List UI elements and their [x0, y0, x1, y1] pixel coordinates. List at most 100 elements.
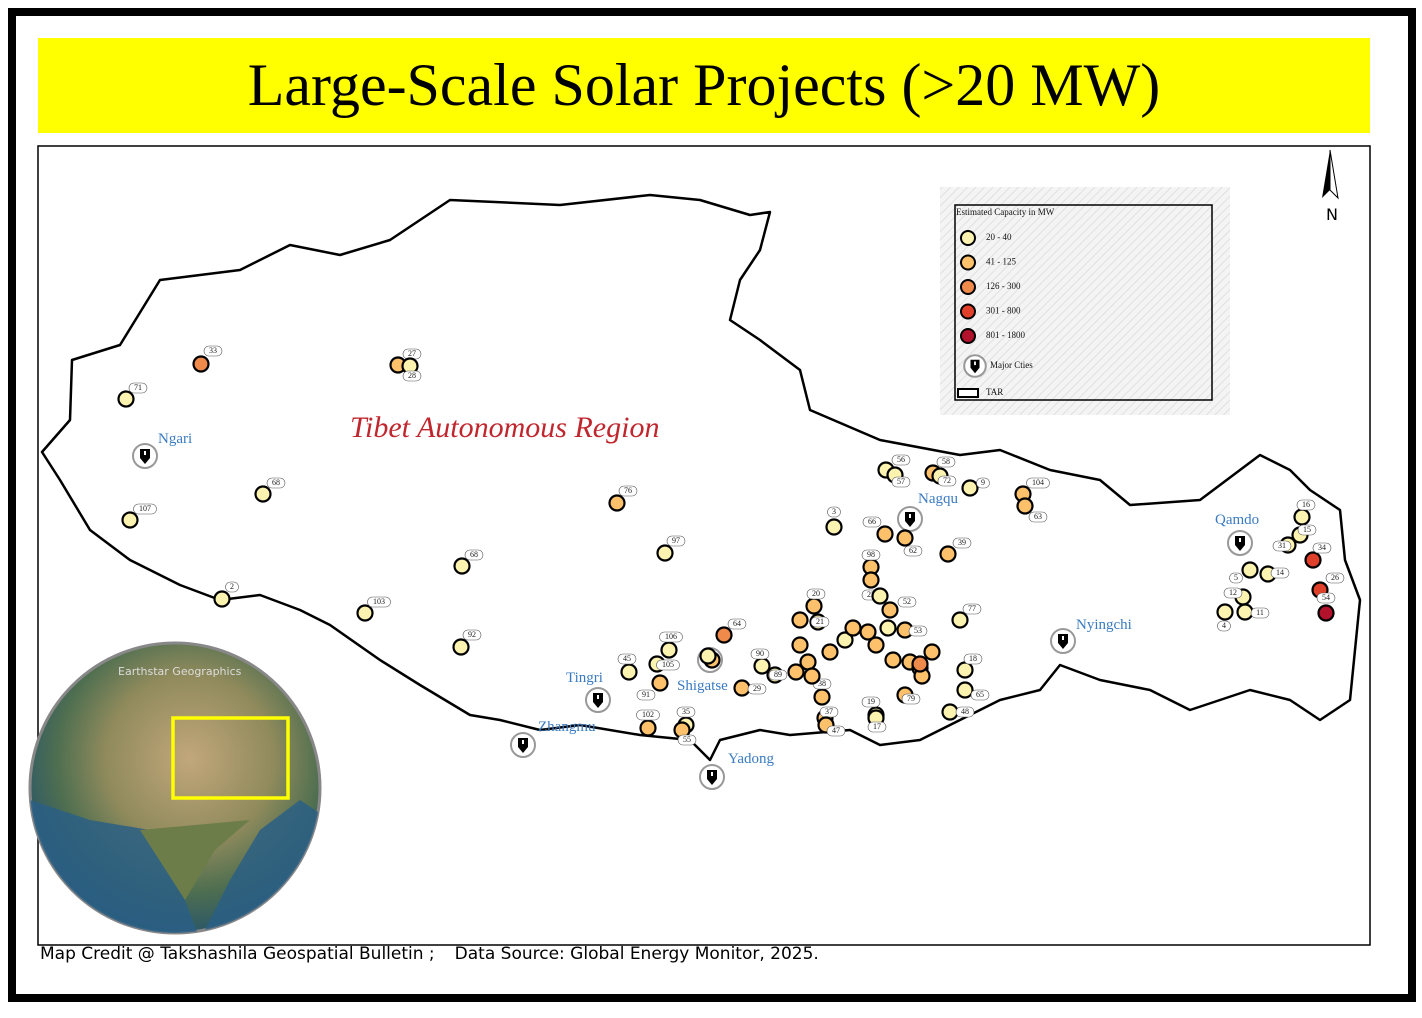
- project-marker: [871, 587, 889, 605]
- project-marker: [791, 636, 809, 654]
- project-label: 35: [682, 707, 690, 716]
- project-label: 104: [1032, 478, 1044, 487]
- project-marker: [356, 604, 374, 622]
- project-label: 68: [470, 550, 478, 559]
- project-marker: [879, 619, 897, 637]
- project-label-box: [976, 477, 990, 489]
- city-marker: [909, 514, 911, 518]
- city-marker: [522, 740, 524, 744]
- project-marker: [911, 655, 929, 673]
- legend-label: 126 - 300: [986, 281, 1021, 291]
- project-marker: [884, 651, 902, 669]
- legend-swatch: [960, 303, 976, 320]
- project-label: 106: [665, 632, 677, 641]
- project-marker: [117, 390, 135, 408]
- project-marker: [715, 626, 733, 644]
- project-label-box: [1270, 567, 1290, 579]
- project-marker: [699, 647, 717, 665]
- project-label-box: [970, 689, 990, 701]
- project-label: 91: [642, 690, 650, 699]
- project-label: 103: [373, 597, 385, 606]
- project-label: 102: [642, 710, 654, 719]
- project-marker: [956, 661, 974, 679]
- project-label: 33: [209, 346, 217, 355]
- project-label-box: [750, 648, 770, 660]
- city-marker: [1239, 538, 1241, 542]
- legend-city-icon: [974, 361, 976, 366]
- project-label: 45: [623, 654, 631, 663]
- project-label: 64: [733, 619, 741, 628]
- project-marker: [254, 485, 272, 503]
- project-label: 18: [969, 654, 977, 663]
- project-label: 52: [903, 597, 911, 606]
- project-marker: [844, 619, 862, 637]
- project-marker: [923, 643, 941, 661]
- project-label-box: [908, 625, 928, 637]
- project-label: 17: [873, 722, 881, 731]
- legend-swatch: [960, 328, 976, 344]
- project-label: 68: [272, 478, 280, 487]
- city-marker: [597, 695, 599, 699]
- project-label-box: [1223, 587, 1243, 599]
- project-label-box: [861, 549, 881, 561]
- project-marker: [805, 597, 823, 615]
- project-marker: [1317, 604, 1335, 622]
- project-label: 27: [408, 349, 416, 358]
- legend-label: 801 - 1800: [986, 330, 1025, 340]
- project-label: 12: [1229, 588, 1237, 597]
- project-marker: [862, 571, 880, 589]
- title: Large-Scale Solar Projects (>20 MW): [38, 38, 1370, 133]
- project-label-box: [666, 535, 686, 547]
- project-label: 3: [832, 507, 836, 516]
- legend-swatch: [960, 279, 976, 295]
- project-marker: [951, 611, 969, 629]
- project-label: 77: [968, 604, 976, 613]
- region-label: Tibet Autonomous Region: [350, 411, 659, 444]
- project-marker: [660, 641, 678, 659]
- city-marker: [711, 772, 713, 776]
- project-marker: [867, 636, 885, 654]
- project-label: 11: [1256, 608, 1264, 617]
- project-marker: [961, 479, 979, 497]
- north-arrow: N: [1322, 149, 1339, 224]
- legend-swatch: [960, 254, 976, 271]
- project-label-box: [1325, 572, 1345, 584]
- project-marker: [813, 688, 831, 706]
- project-label-box: [462, 629, 482, 641]
- project-label-box: [963, 653, 983, 665]
- project-marker: [825, 518, 843, 536]
- project-label: 31: [1278, 541, 1286, 550]
- project-label-box: [266, 477, 286, 489]
- project-label: 19: [867, 697, 875, 706]
- project-label: 48: [961, 707, 969, 716]
- project-label-box: [867, 721, 887, 733]
- project-label-box: [1028, 511, 1048, 523]
- city-marker: [593, 693, 603, 708]
- legend-label: TAR: [986, 387, 1003, 397]
- city-label: Shigatse: [677, 678, 728, 694]
- city-marker: [905, 512, 915, 527]
- legend-label: 41 - 125: [986, 257, 1016, 267]
- city-marker: [144, 451, 146, 455]
- project-label-box: [1316, 592, 1336, 604]
- project-label-box: [768, 669, 788, 681]
- project-marker: [1241, 561, 1259, 579]
- project-label: 55: [683, 735, 691, 744]
- project-label: 62: [909, 546, 917, 555]
- project-marker: [453, 557, 471, 575]
- project-label-box: [827, 506, 841, 518]
- city-label: Tingri: [566, 670, 603, 686]
- project-marker: [1293, 508, 1311, 526]
- project-label: 20: [812, 589, 820, 598]
- project-label-box: [618, 485, 638, 497]
- credit: Map Credit @ Takshashila Geospatial Bull…: [40, 944, 819, 964]
- project-marker: [803, 667, 821, 685]
- project-label-box: [676, 706, 696, 718]
- project-label-box: [1026, 477, 1050, 489]
- project-label-box: [464, 549, 484, 561]
- legend-label: 301 - 800: [986, 306, 1021, 316]
- tar-boundary: [40, 193, 1362, 762]
- project-label: 58: [942, 457, 950, 466]
- project-label: 34: [1318, 543, 1326, 552]
